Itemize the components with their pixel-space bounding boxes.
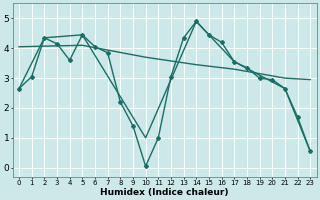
X-axis label: Humidex (Indice chaleur): Humidex (Indice chaleur) [100, 188, 229, 197]
